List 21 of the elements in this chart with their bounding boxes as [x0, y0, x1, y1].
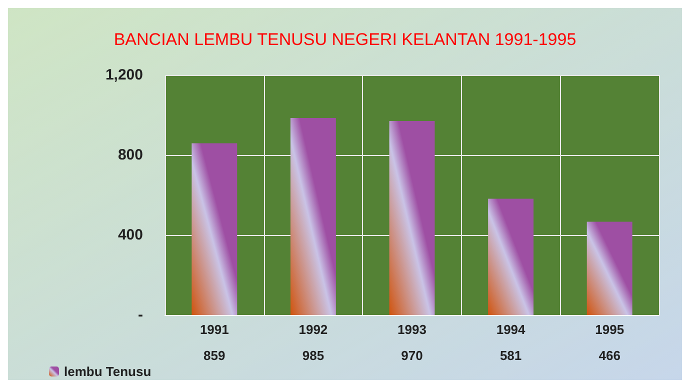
- x-tick-label: 1994: [496, 322, 526, 337]
- bar: [290, 118, 336, 315]
- bar: [389, 121, 435, 315]
- data-label: 466: [598, 348, 620, 363]
- bar: [586, 222, 632, 315]
- chart-title: BANCIAN LEMBU TENUSU NEGERI KELANTAN 1991-1995: [114, 30, 576, 49]
- x-tick-label: 1992: [298, 322, 328, 337]
- y-tick-label: -: [138, 306, 143, 324]
- bar: [488, 198, 534, 315]
- data-label: 581: [500, 348, 522, 363]
- x-tick-label: 1995: [595, 322, 624, 337]
- bar: [192, 143, 238, 315]
- data-label: 970: [401, 348, 423, 363]
- y-tick-label: 1,200: [105, 66, 143, 84]
- data-label: 859: [204, 348, 226, 363]
- y-tick-label: 800: [118, 146, 143, 164]
- legend-label: lembu Tenusu: [64, 364, 152, 379]
- x-tick-label: 1991: [200, 322, 229, 337]
- y-tick-label: 400: [118, 226, 143, 244]
- data-label: 985: [302, 348, 324, 363]
- x-tick-label: 1993: [398, 322, 426, 337]
